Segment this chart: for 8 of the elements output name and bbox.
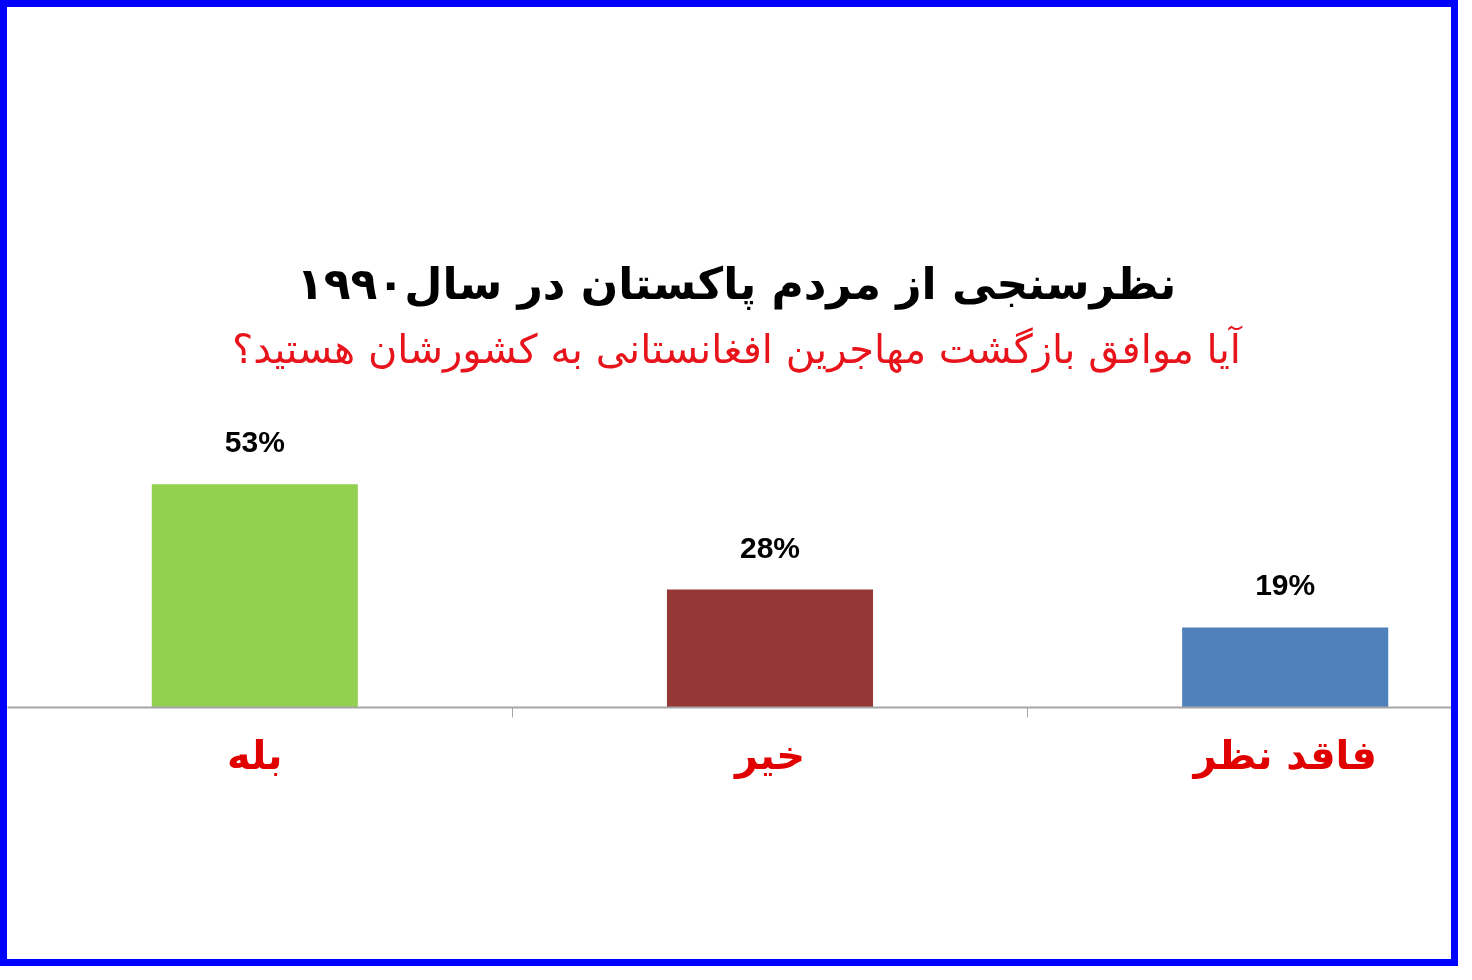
chart-subtitle: آیا موافق بازگشت مهاجرین افغانستانی به کشورشان هستید؟	[232, 324, 1243, 373]
data-label: 19%	[1255, 568, 1316, 602]
x-tick-label: بله	[226, 731, 283, 778]
data-label: 28%	[739, 530, 801, 564]
data-label: 53%	[224, 425, 285, 459]
x-tick-label: فاقد نظر	[1191, 731, 1377, 779]
chart-title: نظرسنجی از مردم پاکستان در سال۱۹۹۰	[296, 257, 1177, 310]
x-tick-label: خیر	[732, 731, 806, 779]
